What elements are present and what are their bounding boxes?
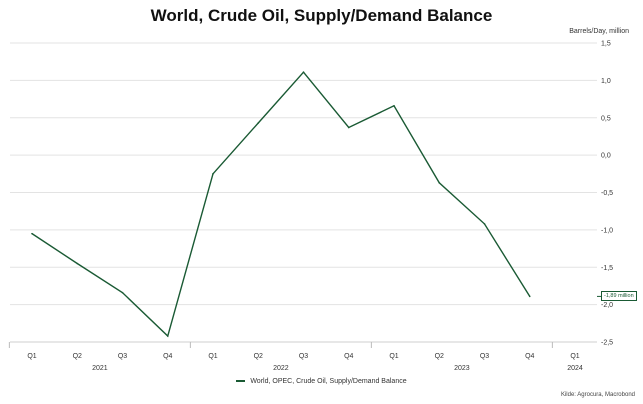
x-tick-label: Q3 xyxy=(299,353,308,360)
year-label: 2021 xyxy=(92,365,108,372)
data-point xyxy=(257,122,260,124)
data-point xyxy=(76,262,79,265)
y-tick-label: 1,0 xyxy=(601,78,611,85)
x-tick-label: Q1 xyxy=(27,353,36,360)
chart-title: World, Crude Oil, Supply/Demand Balance xyxy=(150,6,493,25)
y-tick-label: -2,0 xyxy=(601,302,613,309)
series-line xyxy=(31,71,531,338)
x-tick-label: Q2 xyxy=(254,353,263,360)
x-tick-label: Q4 xyxy=(525,353,534,360)
legend-label: World, OPEC, Crude Oil, Supply/Demand Ba… xyxy=(250,378,407,385)
data-point xyxy=(31,232,33,235)
last-value-callout: -1,89 million xyxy=(601,291,637,301)
y-tick-label: -1,5 xyxy=(601,265,613,272)
y-tick-label: 0,5 xyxy=(601,115,611,122)
x-tick-label: Q1 xyxy=(570,353,579,360)
year-label: 2023 xyxy=(454,365,470,372)
legend: World, OPEC, Crude Oil, Supply/Demand Ba… xyxy=(0,378,643,385)
x-tick-label: Q2 xyxy=(435,353,444,360)
y-tick-label: 1,5 xyxy=(601,41,611,48)
year-label: 2024 xyxy=(567,365,583,372)
x-tick-label: Q4 xyxy=(344,353,353,360)
x-tick-label: Q3 xyxy=(480,353,489,360)
data-point xyxy=(347,126,350,129)
data-point xyxy=(121,291,124,294)
data-point xyxy=(483,223,486,225)
x-tick-label: Q4 xyxy=(163,353,172,360)
data-point xyxy=(528,295,531,298)
year-label: 2022 xyxy=(273,365,289,372)
data-point xyxy=(393,104,395,107)
x-tick-label: Q2 xyxy=(73,353,82,360)
data-point xyxy=(438,181,441,184)
x-tick-label: Q1 xyxy=(389,353,398,360)
y-tick-label: -2,5 xyxy=(601,340,613,347)
y-tick-label: 0,0 xyxy=(601,153,611,160)
data-point xyxy=(302,71,305,73)
y-tick-label: -0,5 xyxy=(601,190,613,197)
x-tick-label: Q3 xyxy=(118,353,127,360)
unit-label: Barrels/Day, million xyxy=(569,28,629,35)
source-note: Kilde: Agrocura, Macrobond xyxy=(560,392,635,398)
x-tick-label: Q1 xyxy=(208,353,217,360)
legend-swatch xyxy=(236,380,246,383)
data-point xyxy=(166,335,169,337)
data-point xyxy=(212,173,214,175)
y-tick-label: -1,0 xyxy=(601,227,613,234)
